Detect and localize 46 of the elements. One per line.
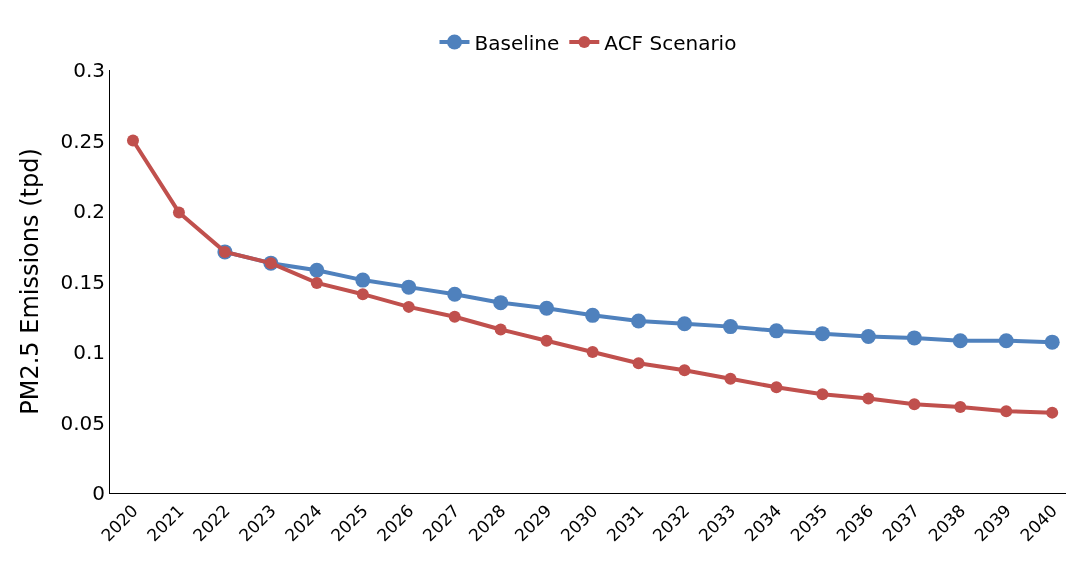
point	[494, 323, 507, 336]
y-tick-label: 0.3	[73, 58, 105, 82]
point	[447, 286, 463, 302]
point	[540, 334, 553, 347]
point	[539, 300, 555, 316]
point	[448, 310, 461, 323]
point	[677, 316, 693, 332]
point	[632, 357, 645, 370]
point	[860, 328, 876, 344]
point	[816, 388, 829, 401]
point	[585, 307, 601, 323]
point	[126, 134, 139, 147]
y-tick-label: 0.2	[73, 199, 105, 223]
point	[952, 333, 968, 349]
point	[402, 300, 415, 313]
point	[1046, 406, 1059, 419]
y-tick-label: 0.05	[60, 410, 105, 435]
point	[631, 313, 647, 329]
point	[724, 372, 737, 385]
y-tick-label: 0	[92, 481, 105, 505]
point	[1044, 334, 1060, 350]
y-tick-label: 0.25	[60, 128, 105, 153]
y-tick-label: 0.1	[73, 340, 105, 364]
point	[356, 288, 369, 301]
point	[770, 381, 783, 394]
point	[1000, 405, 1013, 418]
point	[355, 272, 371, 288]
point	[954, 400, 967, 413]
y-axis-title: PM2.5 Emissions (tpd)	[15, 148, 44, 415]
point	[586, 346, 599, 358]
point	[310, 276, 323, 289]
point	[309, 262, 325, 278]
point	[768, 323, 784, 339]
point	[493, 295, 509, 311]
legend-label: ACF Scenario	[604, 30, 737, 55]
y-tick-label: 0.15	[60, 269, 105, 294]
point	[678, 364, 691, 377]
point	[722, 319, 738, 335]
legend-label: Baseline	[474, 30, 560, 55]
point	[814, 326, 830, 342]
point	[906, 330, 922, 346]
point	[172, 206, 185, 219]
point	[998, 333, 1014, 349]
point	[862, 392, 875, 405]
point	[908, 398, 921, 411]
point	[401, 279, 417, 295]
